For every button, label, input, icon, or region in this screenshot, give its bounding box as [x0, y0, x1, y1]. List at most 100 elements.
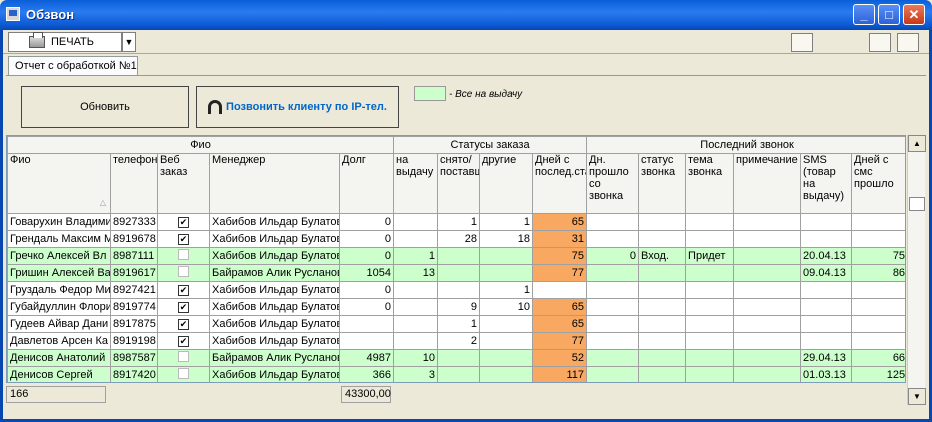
table-row[interactable]: Груздаль Федор Ми 8927421 ✔ Хабибов Ильдар …: [7, 281, 905, 299]
cell-drugie: [479, 332, 533, 350]
column-header[interactable]: SMS (товар на выдачу): [800, 153, 853, 214]
column-header[interactable]: Долг: [339, 153, 394, 214]
cell-web[interactable]: ✔: [157, 213, 210, 231]
column-header[interactable]: тема звонка: [685, 153, 735, 214]
cell-status: [638, 298, 687, 316]
cell-snyato: [437, 281, 480, 299]
checkbox-empty-icon[interactable]: [178, 266, 189, 277]
table-row[interactable]: Давлетов Арсен Ка 8919198 ✔ Хабибов Ильдар …: [7, 332, 905, 350]
maximize-button[interactable]: □: [878, 4, 900, 25]
table-row[interactable]: Денисов Анатолий 8987587 Байрамов Алик Рус…: [7, 349, 905, 367]
vertical-scrollbar[interactable]: ▲ ▼: [907, 135, 926, 405]
column-header[interactable]: телефон: [110, 153, 158, 214]
footer-bar: 166 43300,00: [6, 384, 906, 406]
cell-sms: 29.04.13: [800, 349, 853, 367]
checkbox-empty-icon[interactable]: [178, 368, 189, 379]
table-row[interactable]: Гудеев Айвар Дани 8917875 ✔ Хабибов Ильдар …: [7, 315, 905, 333]
checkbox-checked-icon[interactable]: ✔: [178, 336, 189, 347]
column-header[interactable]: Дн. прошло со звонка: [586, 153, 640, 214]
cell-drugie: [479, 247, 533, 265]
cell-vyd: [393, 315, 438, 333]
checkbox-checked-icon[interactable]: ✔: [178, 302, 189, 313]
sort-ascending-icon: △: [99, 198, 106, 207]
column-header[interactable]: Веб заказ: [157, 153, 210, 214]
cell-web[interactable]: [157, 366, 210, 382]
tab-report-1[interactable]: Отчет с обработкой №1: [8, 56, 138, 76]
table-row[interactable]: Гришин Алексей Ва 8919617 Байрамов Алик Ру…: [7, 264, 905, 282]
cell-tel: 8919617: [110, 264, 158, 282]
close-button[interactable]: ✕: [903, 4, 925, 25]
close-document-icon-button[interactable]: [897, 33, 919, 52]
column-header[interactable]: примечание: [733, 153, 802, 214]
table-row[interactable]: Грендаль Максим М 8919678 ✔ Хабибов Ильдар …: [7, 230, 905, 248]
table-row[interactable]: Денисов Сергей 8917420 Хабибов Ильдар Була…: [7, 366, 905, 382]
minimize-button[interactable]: _: [853, 4, 875, 25]
column-header[interactable]: на выдачу: [393, 153, 438, 214]
table-row[interactable]: Говарухин Владими 8927333 ✔ Хабибов Ильдар …: [7, 213, 905, 231]
column-header[interactable]: Фио △: [7, 153, 111, 214]
column-header[interactable]: другие: [479, 153, 533, 214]
table-row[interactable]: Гречко Алексей Вл 8987111 Хабибов Ильдар Б…: [7, 247, 905, 265]
cell-fio: Денисов Сергей: [7, 366, 111, 382]
column-header[interactable]: Дней с смс прошло: [851, 153, 905, 214]
window-icon-button[interactable]: [869, 33, 891, 52]
column-header[interactable]: Дней с послед.статуса: [531, 153, 588, 214]
cell-tel: 8919198: [110, 332, 158, 350]
column-header[interactable]: снято/поставщиком: [437, 153, 480, 214]
checkbox-empty-icon[interactable]: [178, 249, 189, 260]
cell-prim: [733, 213, 802, 231]
print-button[interactable]: ПЕЧАТЬ: [8, 32, 122, 52]
cell-dn: [586, 366, 640, 382]
scroll-thumb[interactable]: [909, 197, 925, 211]
cell-web[interactable]: ✔: [157, 332, 210, 350]
cell-status: [638, 264, 687, 282]
cell-web[interactable]: ✔: [157, 298, 210, 316]
cell-tema: [685, 315, 735, 333]
cell-web[interactable]: [157, 264, 210, 282]
cell-fio: Груздаль Федор Ми: [7, 281, 111, 299]
users-icon-button[interactable]: [791, 33, 813, 52]
cell-prim: [733, 281, 802, 299]
cell-drugie: 1: [479, 281, 533, 299]
cell-prim: [733, 247, 802, 265]
call-client-label: Позвонить клиенту по IP-тел.: [226, 101, 387, 113]
table-row[interactable]: Губайдуллин Флори 8919774 ✔ Хабибов Ильдар …: [7, 298, 905, 316]
column-header[interactable]: статус звонка: [638, 153, 687, 214]
cell-vyd: [393, 298, 438, 316]
call-client-button[interactable]: Позвонить клиенту по IP-тел.: [196, 86, 399, 128]
cell-tema: [685, 349, 735, 367]
cell-sms: [800, 281, 853, 299]
refresh-button[interactable]: Обновить: [21, 86, 189, 128]
checkbox-checked-icon[interactable]: ✔: [178, 319, 189, 330]
cell-dn: [586, 332, 640, 350]
scroll-down-arrow[interactable]: ▼: [908, 388, 926, 405]
cell-web[interactable]: [157, 247, 210, 265]
cell-web[interactable]: ✔: [157, 281, 210, 299]
column-header[interactable]: Менеджер: [209, 153, 340, 214]
cell-drugie: [479, 264, 533, 282]
checkbox-empty-icon[interactable]: [178, 351, 189, 362]
scroll-up-arrow[interactable]: ▲: [908, 135, 926, 152]
cell-tel: 8927333: [110, 213, 158, 231]
cell-snyato: [437, 247, 480, 265]
cell-web[interactable]: ✔: [157, 315, 210, 333]
print-dropdown-button[interactable]: ▼: [122, 32, 136, 52]
cell-sms: 20.04.13: [800, 247, 853, 265]
cell-dn: [586, 230, 640, 248]
cell-debt: 0: [339, 281, 394, 299]
cell-snyato: 9: [437, 298, 480, 316]
cell-sdays: [851, 230, 905, 248]
cell-days: 65: [531, 298, 588, 316]
group-header-last-call: Последний звонок: [586, 136, 905, 154]
cell-manager: Байрамов Алик Русланов: [209, 264, 340, 282]
cell-web[interactable]: [157, 349, 210, 367]
cell-sdays: 75: [851, 247, 905, 265]
checkbox-checked-icon[interactable]: ✔: [178, 234, 189, 245]
cell-debt: 366: [339, 366, 394, 382]
checkbox-checked-icon[interactable]: ✔: [178, 217, 189, 228]
cell-dn: [586, 213, 640, 231]
cell-days: 117: [531, 366, 588, 382]
cell-tel: 8987587: [110, 349, 158, 367]
checkbox-checked-icon[interactable]: ✔: [178, 285, 189, 296]
cell-web[interactable]: ✔: [157, 230, 210, 248]
